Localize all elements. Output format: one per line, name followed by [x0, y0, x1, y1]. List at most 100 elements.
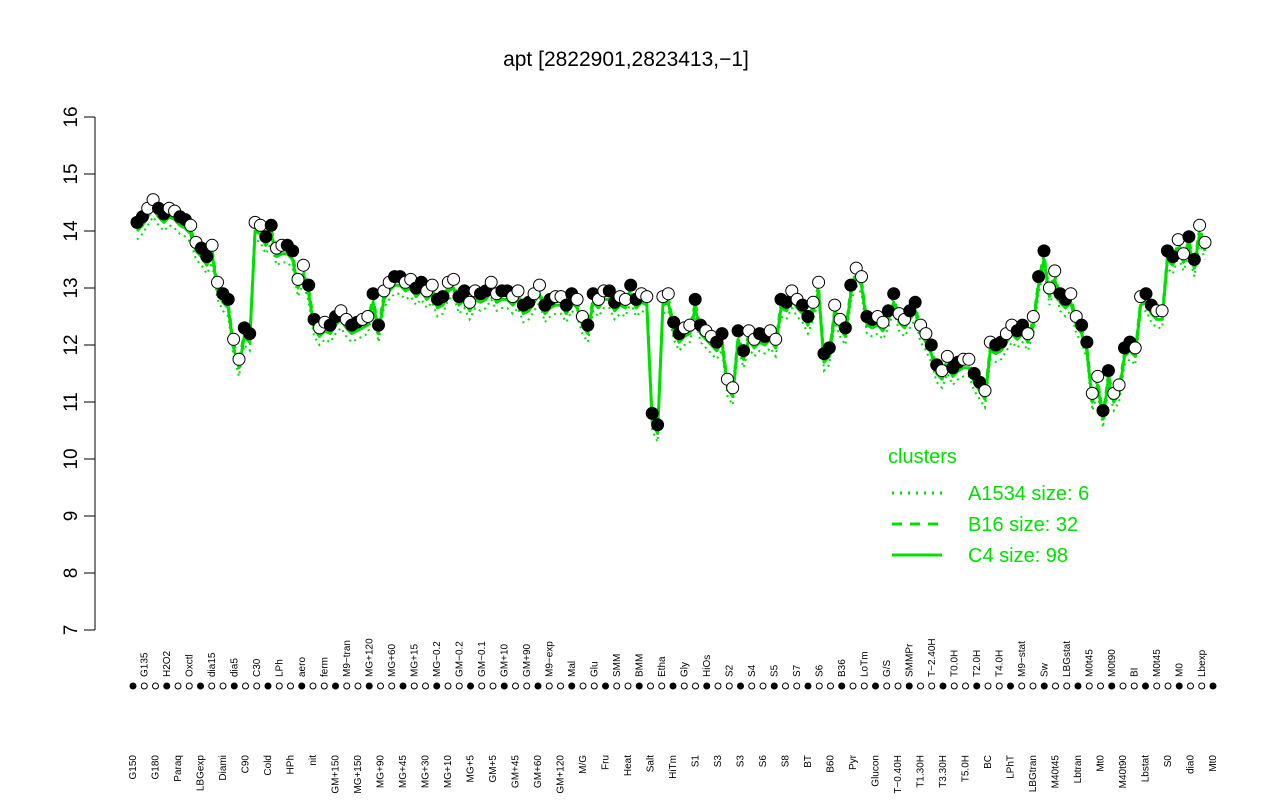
x-tick-label: M0t45: [1084, 649, 1095, 677]
x-tick-label: HPh: [286, 755, 297, 774]
x-tick-label: M0t45: [1152, 649, 1163, 677]
data-point: [688, 292, 702, 306]
legend: clusters A1534 size: 6 B16 size: 32 C4 siz…: [888, 446, 1089, 567]
x-tick-label: Salt: [646, 755, 657, 772]
x-tick-mark: [1029, 682, 1037, 690]
x-tick-mark: [737, 682, 744, 690]
x-tick-mark: [872, 682, 879, 690]
x-tick-mark: [860, 682, 868, 690]
x-tick-label: Lbtran: [1073, 755, 1084, 783]
data-point: [296, 258, 310, 272]
x-tick-mark: [1175, 682, 1183, 690]
x-tick-mark: [579, 682, 587, 690]
x-tick-mark: [973, 682, 981, 690]
data-point: [844, 278, 858, 292]
x-tick-mark: [905, 682, 913, 690]
data-point: [372, 318, 385, 332]
data-point: [184, 218, 198, 232]
y-tick-label: 12: [61, 334, 82, 355]
x-tick-label: dia0: [1186, 755, 1197, 774]
x-tick-mark: [174, 682, 182, 690]
x-tick-mark: [388, 682, 396, 690]
data-point: [1198, 235, 1212, 249]
data-point: [1080, 335, 1094, 349]
x-tick-label: S6: [758, 755, 769, 768]
x-tick-mark: [894, 682, 902, 690]
x-tick-mark: [1164, 682, 1172, 690]
x-tick-label: Etha: [657, 656, 668, 677]
x-tick-mark: [849, 682, 857, 690]
x-tick-label: G135: [139, 652, 150, 677]
x-tick-label: T4.0H: [994, 650, 1005, 677]
data-point: [570, 292, 584, 306]
x-tick-mark: [827, 682, 834, 690]
data-point: [200, 250, 214, 264]
data-point: [978, 384, 992, 398]
data-point: [484, 275, 498, 289]
y-tick-label: 8: [61, 568, 82, 579]
data-point: [769, 332, 783, 346]
x-tick-mark: [883, 682, 891, 690]
data-point: [667, 315, 681, 329]
x-tick-mark: [219, 682, 227, 690]
y-axis: 7 8 9 10 11 12 13 14 15 16: [61, 106, 96, 635]
x-tick-mark: [815, 682, 823, 690]
x-tick-label: GM+10: [499, 643, 510, 677]
x-axis: G150 G135 G180 H2O2 Paraq Oxctl LBGexp dia15 Dia…: [128, 638, 1219, 794]
x-tick-mark: [1142, 682, 1149, 690]
data-point: [211, 275, 224, 289]
data-point: [1139, 287, 1153, 301]
data-point: [366, 287, 380, 301]
x-tick-label: C90: [241, 755, 252, 774]
data-point: [1026, 310, 1040, 323]
x-tick-label: LBGstat: [1062, 641, 1073, 677]
x-tick-label: Sw: [1039, 662, 1050, 677]
chart-title: apt [2822901,2823413,−1]: [503, 48, 749, 71]
x-tick-mark: [534, 682, 542, 690]
data-point: [425, 278, 439, 292]
x-tick-label: Mt0: [1208, 755, 1219, 772]
x-tick-label: S4: [747, 664, 758, 677]
data-point: [661, 287, 675, 301]
x-tick-mark: [512, 682, 519, 690]
x-tick-mark: [444, 682, 452, 690]
x-tick-label: B60: [826, 755, 837, 773]
data-point: [924, 338, 938, 352]
x-tick-label: Gly: [679, 662, 690, 677]
y-tick-label: 16: [61, 106, 82, 127]
x-tick-label: BI: [1129, 668, 1140, 677]
data-point: [1048, 264, 1062, 278]
x-tick-label: LBGexp: [196, 755, 207, 792]
data-point: [962, 352, 976, 366]
x-tick-mark: [287, 682, 294, 690]
x-tick-mark: [298, 682, 306, 690]
x-tick-mark: [489, 682, 497, 690]
x-tick-mark: [1040, 682, 1048, 690]
data-point: [559, 298, 573, 312]
x-tick-mark: [197, 682, 204, 690]
x-tick-label: HiOs: [702, 655, 713, 677]
x-tick-label: M0t90: [1107, 649, 1118, 677]
y-tick-label: 9: [61, 511, 82, 522]
x-tick-label: S6: [814, 664, 825, 677]
data-point: [259, 230, 273, 244]
series-line-b16: [136, 200, 1207, 429]
data-point: [1096, 404, 1110, 418]
data-point: [726, 381, 740, 395]
x-tick-mark: [647, 682, 654, 690]
x-tick-mark: [635, 682, 643, 690]
x-tick-label: GM+90: [522, 643, 533, 677]
x-tick-label: M40t45: [1051, 755, 1062, 789]
x-tick-mark: [264, 682, 272, 690]
x-tick-mark: [354, 682, 362, 690]
data-points: [130, 193, 1212, 432]
data-point: [581, 318, 595, 332]
x-tick-label: Diami: [218, 755, 229, 781]
x-tick-mark: [320, 682, 328, 690]
x-tick-label: BMM: [634, 654, 645, 677]
x-tick-label: aero: [297, 657, 308, 677]
data-point: [533, 278, 546, 292]
x-tick-label: T−2.40H: [927, 638, 938, 677]
data-point: [1187, 253, 1201, 266]
x-tick-mark: [669, 682, 677, 690]
